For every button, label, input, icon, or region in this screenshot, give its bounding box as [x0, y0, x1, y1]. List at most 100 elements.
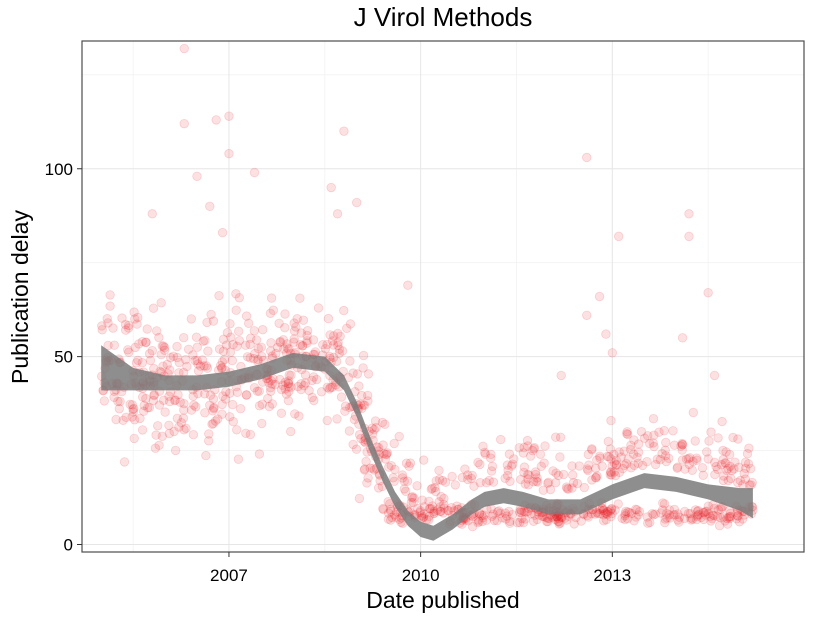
data-point [208, 394, 219, 404]
data-point [555, 452, 565, 462]
data-point [263, 393, 273, 404]
outlier-point [684, 209, 694, 219]
data-point [662, 513, 672, 523]
data-point [120, 319, 131, 330]
data-point [266, 346, 276, 356]
plot-panel [82, 41, 804, 552]
outlier-point [594, 291, 605, 302]
data-point [148, 395, 159, 406]
data-point [165, 365, 175, 375]
data-point [661, 508, 672, 519]
data-point [669, 440, 680, 450]
data-point [721, 458, 731, 468]
data-point [267, 399, 278, 409]
data-point [690, 436, 700, 446]
data-point [162, 359, 172, 370]
data-point [620, 514, 630, 525]
data-point [583, 449, 594, 460]
x-tick-label: 2007 [210, 566, 248, 585]
data-point [258, 325, 268, 335]
data-point [108, 323, 118, 333]
data-point [692, 514, 702, 525]
data-point [329, 331, 339, 341]
data-point [302, 338, 312, 348]
data-point [725, 461, 735, 472]
data-point [710, 469, 720, 480]
data-point [192, 355, 202, 366]
data-point [466, 473, 477, 484]
data-point [592, 507, 602, 518]
data-point [266, 338, 276, 348]
data-point [383, 497, 393, 507]
data-point [227, 399, 238, 410]
data-point [593, 509, 603, 519]
data-point [633, 439, 644, 449]
data-point [232, 387, 243, 398]
data-point [256, 342, 267, 353]
data-point [436, 491, 446, 502]
data-point [443, 505, 453, 516]
data-point [156, 298, 166, 308]
data-point [195, 361, 206, 371]
data-point [380, 419, 390, 430]
data-point [402, 476, 413, 486]
data-point [397, 473, 408, 483]
data-point [532, 514, 543, 525]
data-point [686, 515, 696, 525]
data-point [170, 445, 181, 456]
data-point [105, 301, 115, 311]
data-point [467, 470, 477, 481]
data-point [415, 506, 426, 516]
x-tick-label: 2010 [402, 566, 440, 585]
outlier-point [192, 171, 202, 181]
data-point [175, 397, 185, 407]
data-point [601, 515, 611, 525]
data-point [734, 517, 745, 527]
data-point [502, 460, 513, 470]
data-point [486, 453, 496, 463]
data-point [131, 358, 142, 368]
data-point [687, 465, 698, 476]
data-point [542, 516, 552, 527]
data-point [128, 404, 138, 415]
data-point [278, 380, 288, 391]
data-point [396, 517, 406, 528]
y-tick-label: 100 [45, 160, 73, 179]
data-point [334, 348, 345, 359]
data-point [121, 412, 131, 423]
data-point [605, 470, 615, 480]
data-point [555, 518, 565, 528]
data-point [115, 396, 125, 407]
data-point [650, 459, 661, 470]
data-point [747, 477, 757, 488]
outlier-point [205, 201, 215, 212]
data-point [329, 352, 339, 363]
data-point [709, 510, 719, 521]
data-point [718, 454, 728, 465]
data-point [234, 293, 245, 303]
data-point [703, 501, 714, 511]
data-point [586, 508, 597, 519]
data-point [658, 498, 668, 508]
data-point [386, 515, 396, 525]
outlier-point [217, 227, 228, 238]
data-point [487, 461, 498, 472]
data-point [677, 445, 687, 455]
data-point [251, 335, 262, 345]
data-point [699, 508, 709, 518]
data-point [699, 514, 709, 525]
data-point [633, 447, 644, 457]
data-point [316, 387, 327, 397]
data-point [744, 443, 754, 453]
data-point [333, 337, 343, 348]
data-point [252, 386, 262, 396]
data-point [530, 469, 541, 480]
data-point [568, 470, 578, 480]
data-point [436, 506, 446, 517]
data-point [527, 445, 538, 456]
data-point [280, 384, 290, 394]
data-point [189, 400, 199, 410]
data-point [268, 305, 279, 315]
data-point [698, 470, 708, 481]
data-point [291, 322, 301, 332]
